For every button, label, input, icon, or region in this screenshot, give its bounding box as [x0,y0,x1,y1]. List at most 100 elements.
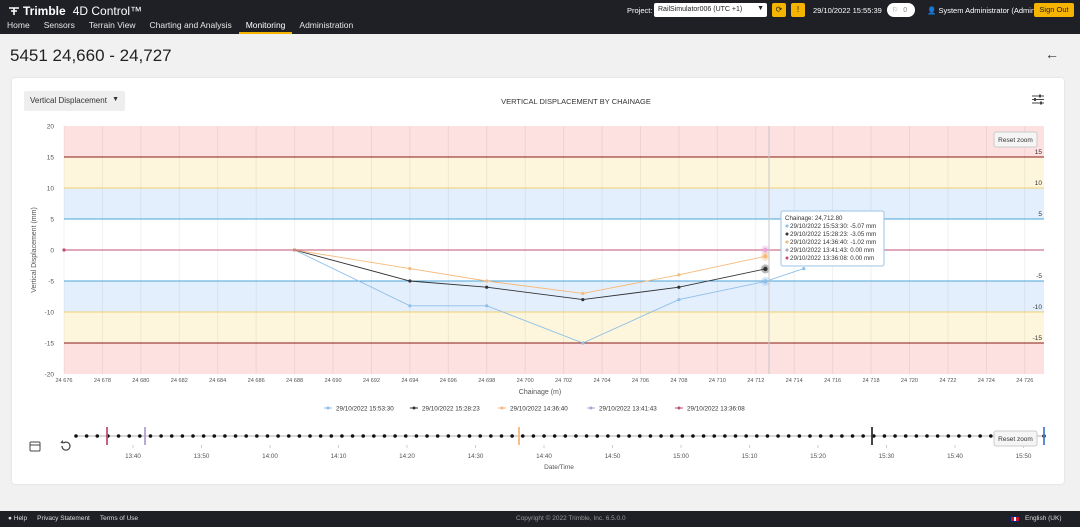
series-point [581,291,585,295]
timeline-tick-label: 15:00 [673,453,689,460]
timeline-point [563,434,568,438]
reset-zoom-label: Reset zoom [998,137,1033,144]
hover-point [763,266,768,272]
timeline-point [957,434,961,438]
vertical-displacement-chart[interactable]: 15 10 5 -5 -10 -15 20 15 10 5 0 -5 -10 -15 -20 24 676… [12,78,1064,484]
legend-marker [500,406,504,410]
timeline-point [616,434,621,438]
copyright: Copyright © 2022 Trimble, Inc. 6.5.0.0 [516,515,626,522]
alert-button[interactable]: ! [791,3,805,17]
timeline-point [127,434,131,438]
calendar-icon[interactable] [29,441,41,452]
timeline-point [776,434,780,438]
legend-marker [412,406,416,410]
tooltip-header: Chainage: 24,712.80 [785,215,843,222]
series-point [408,304,412,308]
language-selector[interactable]: English (UK) [1010,515,1061,522]
chart-card: Vertical Displacement ▼ VERTICAL DISPLAC… [12,78,1064,484]
legend-item: 29/10/2022 15:53:30 [336,406,394,413]
timeline-tick-label: 14:30 [468,453,484,460]
tooltip-series-dot [785,240,789,244]
x-tick-label: 24 680 [132,378,149,384]
tooltip-series-dot [785,248,789,252]
flag-icon: ⚐ [892,7,899,14]
timeline-tick-label: 15:20 [810,453,826,460]
timeline-point [265,434,270,438]
timeline-point [946,434,951,438]
timeline-point [531,434,536,438]
timeline-point [818,434,823,438]
x-tick-label: 24 716 [824,378,841,384]
nav-sensors[interactable]: Sensors [43,20,75,30]
timeline-point [712,434,717,438]
tooltip-row: 29/10/2022 15:28:23: -3.05 mm [790,231,876,238]
timeline-point [340,434,344,438]
timeline-point [403,434,408,438]
nav-home[interactable]: Home [7,20,30,30]
timeline-point [276,434,280,438]
timeline-point [116,434,121,438]
chevron-down-icon: ▼ [757,5,764,12]
timeline-point [882,434,887,438]
series-point [677,285,681,289]
timeline-point [382,434,387,438]
legend-item: 29/10/2022 14:36:40 [510,406,568,413]
timeline-tick-label: 13:40 [125,453,141,460]
project-select[interactable]: RailSimulator006 (UTC +1) ▼ [654,3,767,17]
x-tick-label: 24 694 [401,378,418,384]
x-tick-label: 24 722 [939,378,956,384]
dropdown-value: Vertical Displacement [30,96,107,105]
timeline-point [627,434,631,438]
help-icon: ● [8,515,12,522]
legend-marker [326,406,330,410]
back-arrow-icon[interactable]: ← [1045,46,1059,62]
nav-monitoring[interactable]: Monitoring [238,18,293,34]
timeline-reset-zoom-button[interactable]: Reset zoom [993,430,1038,447]
project-label: Project: [627,6,653,15]
timeline-reset-zoom-label: Reset zoom [998,436,1033,443]
nav-terrain-view[interactable]: Terrain View [88,20,136,30]
x-tick-label: 24 684 [209,378,226,384]
timeline-point [414,434,419,438]
timeline-point [244,434,248,438]
filter-settings-icon[interactable] [1032,94,1044,108]
timeline-point [754,434,759,438]
nav-charting-and-analysis[interactable]: Charting and Analysis [149,20,232,30]
timeline-point [255,434,259,438]
sign-out-button[interactable]: Sign Out [1034,3,1074,17]
threshold-band [64,188,1044,219]
series-point [677,273,681,277]
limit-label: -15 [1033,335,1043,342]
trimble-logo[interactable]: Trimble 4D Control™ [8,4,142,18]
timeline-point [574,434,578,438]
timeline-tick-label: 15:30 [879,453,895,460]
timeline-tick-label: 14:20 [399,453,415,460]
help-link[interactable]: ● Help [8,515,27,522]
tooltip-series-dot [785,232,789,236]
measurement-type-dropdown[interactable]: Vertical Displacement ▼ [24,91,125,111]
timeline-point [850,434,855,438]
refresh-icon[interactable] [60,440,71,451]
series-point [677,298,681,302]
user-menu[interactable]: 👤 System Administrator (Admin) [927,6,1038,15]
timeline-point [318,434,323,438]
alert-icon: ! [796,5,800,14]
y-tick-label: -20 [45,372,55,379]
limit-label: -10 [1033,304,1043,311]
nav-administration[interactable]: Administration [299,20,354,30]
timeline-point [499,434,504,438]
timeline-point [680,434,685,438]
main-nav: Home Sensors Terrain View Charting and A… [0,18,360,34]
timeline-point [520,434,525,438]
user-icon: 👤 [927,6,937,15]
trimble-mark-icon [9,7,19,15]
reset-zoom-button[interactable]: Reset zoom [993,131,1038,148]
refresh-button[interactable]: ⟳ [772,3,786,17]
timeline-point [584,434,589,438]
x-tick-label: 24 688 [286,378,303,384]
y-tick-label: 20 [47,124,55,131]
flag-counter[interactable]: ⚐ 0 [887,3,915,17]
timeline-point [989,434,993,438]
privacy-link[interactable]: Privacy Statement [37,515,90,522]
terms-link[interactable]: Terms of Use [99,515,139,522]
